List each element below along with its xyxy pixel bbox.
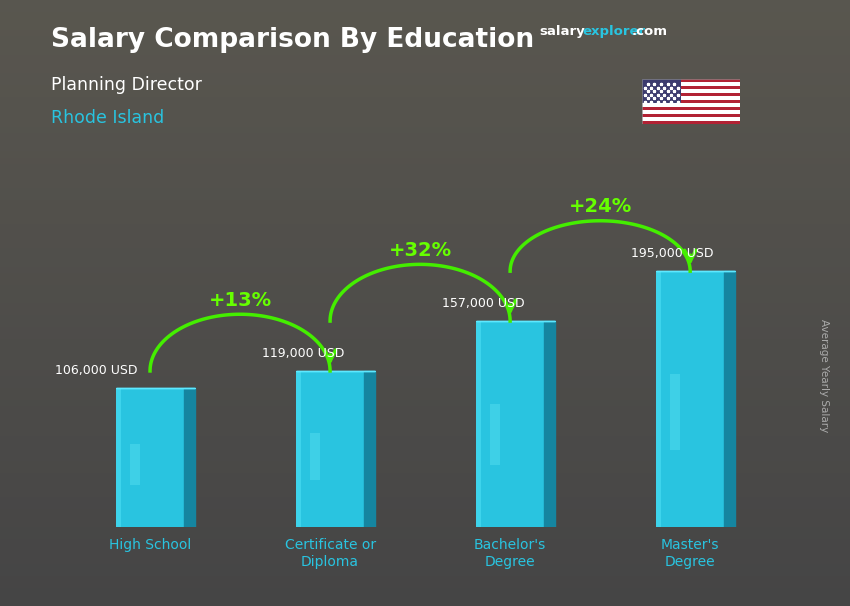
Text: Rhode Island: Rhode Island	[51, 109, 164, 127]
Text: salary: salary	[540, 25, 586, 38]
Polygon shape	[544, 321, 555, 527]
Bar	[642, 103, 740, 107]
FancyBboxPatch shape	[656, 271, 724, 527]
FancyBboxPatch shape	[476, 321, 481, 527]
Bar	[642, 79, 681, 103]
Text: Average Yearly Salary: Average Yearly Salary	[819, 319, 829, 432]
FancyBboxPatch shape	[309, 433, 320, 481]
Text: Salary Comparison By Education: Salary Comparison By Education	[51, 27, 534, 53]
Polygon shape	[365, 371, 375, 527]
Polygon shape	[184, 388, 195, 527]
Bar	[642, 114, 740, 117]
Text: explorer: explorer	[582, 25, 645, 38]
FancyBboxPatch shape	[656, 271, 661, 527]
Text: 157,000 USD: 157,000 USD	[442, 297, 524, 310]
FancyBboxPatch shape	[116, 388, 122, 527]
Bar	[642, 82, 740, 86]
FancyBboxPatch shape	[296, 371, 365, 527]
FancyBboxPatch shape	[476, 321, 544, 527]
Bar	[642, 86, 740, 89]
FancyBboxPatch shape	[670, 373, 680, 450]
Bar	[642, 117, 740, 121]
Text: +13%: +13%	[208, 290, 272, 310]
Bar	[642, 93, 740, 96]
FancyBboxPatch shape	[296, 371, 302, 527]
Bar	[642, 96, 740, 100]
Text: 119,000 USD: 119,000 USD	[262, 347, 344, 360]
Polygon shape	[724, 271, 735, 527]
Text: 195,000 USD: 195,000 USD	[631, 247, 713, 260]
FancyBboxPatch shape	[490, 404, 500, 465]
FancyBboxPatch shape	[129, 444, 139, 485]
FancyBboxPatch shape	[116, 388, 184, 527]
Bar	[642, 110, 740, 114]
Bar	[642, 121, 740, 124]
Bar	[642, 79, 740, 82]
Text: 106,000 USD: 106,000 USD	[54, 364, 137, 377]
Text: +24%: +24%	[569, 197, 632, 216]
Text: .com: .com	[632, 25, 667, 38]
Bar	[642, 107, 740, 110]
Bar	[642, 100, 740, 103]
Text: Planning Director: Planning Director	[51, 76, 202, 94]
Text: +32%: +32%	[388, 241, 451, 259]
Bar	[642, 89, 740, 93]
